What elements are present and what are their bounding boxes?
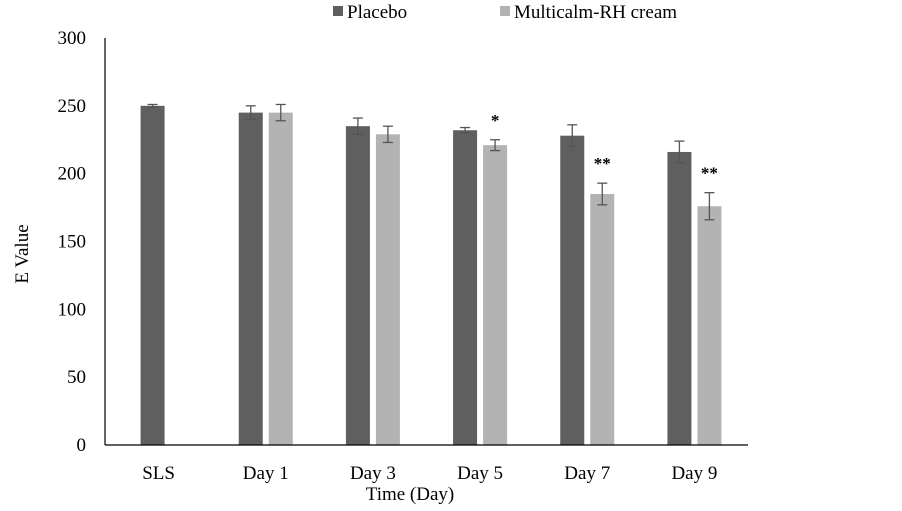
legend-item: Multicalm-RH cream <box>500 2 677 23</box>
legend-label: Placebo <box>347 2 407 23</box>
legend-swatch <box>500 6 510 16</box>
y-axis-label: E Value <box>12 224 33 283</box>
error-bar <box>147 103 158 108</box>
error-bar <box>704 192 715 221</box>
bar-multicalm-rh-cream-day-1 <box>268 112 293 445</box>
bar-multicalm-rh-cream-day-9 <box>697 206 722 445</box>
x-axis: SLS Day 1 Day 3 Day 5 Day 7 Day 9 <box>105 444 748 484</box>
legend-swatch <box>333 6 343 16</box>
error-bar <box>460 126 471 134</box>
error-bar <box>352 117 363 135</box>
bar-placebo-sls <box>140 105 165 445</box>
error-bar <box>245 105 256 121</box>
x-tick-label: Day 9 <box>671 463 717 484</box>
bar-placebo-day-1 <box>238 112 263 445</box>
legend: Placebo Multicalm-RH cream <box>333 2 677 23</box>
y-tick-label: 100 <box>58 299 87 320</box>
x-tick-label: Day 3 <box>350 463 396 484</box>
x-tick-label: SLS <box>142 463 175 484</box>
legend-label: Multicalm-RH cream <box>514 2 677 23</box>
y-axis: 0 50 100 150 200 250 300 <box>58 28 106 456</box>
error-bar <box>275 103 286 122</box>
significance-marker: ** <box>594 154 611 173</box>
bar-placebo-day-3 <box>345 126 370 445</box>
bar-multicalm-rh-cream-day-5 <box>483 145 508 445</box>
y-tick-label: 0 <box>77 435 87 456</box>
y-tick-label: 150 <box>58 232 87 253</box>
bar-placebo-day-7 <box>560 135 585 445</box>
y-tick-label: 250 <box>58 96 87 117</box>
x-axis-label: Time (Day) <box>366 484 455 505</box>
bar-multicalm-rh-cream-day-7 <box>590 194 615 445</box>
bar-placebo-day-5 <box>453 130 478 445</box>
significance-marker: * <box>491 111 500 130</box>
y-tick-label: 50 <box>67 367 86 388</box>
bar-multicalm-rh-cream-day-3 <box>375 134 400 445</box>
x-tick-label: Day 1 <box>243 463 289 484</box>
error-bar <box>490 139 501 152</box>
y-tick-label: 300 <box>58 28 87 49</box>
error-bar <box>674 140 685 164</box>
bars: *** ** <box>140 103 722 445</box>
x-tick-label: Day 5 <box>457 463 503 484</box>
x-tick-label: Day 7 <box>564 463 610 484</box>
significance-marker: ** <box>701 164 718 183</box>
bar-placebo-day-9 <box>667 151 692 445</box>
error-bar <box>382 125 393 144</box>
y-tick-label: 200 <box>58 164 87 185</box>
error-bar <box>567 124 578 148</box>
legend-item: Placebo <box>333 2 407 23</box>
error-bar <box>597 182 608 206</box>
